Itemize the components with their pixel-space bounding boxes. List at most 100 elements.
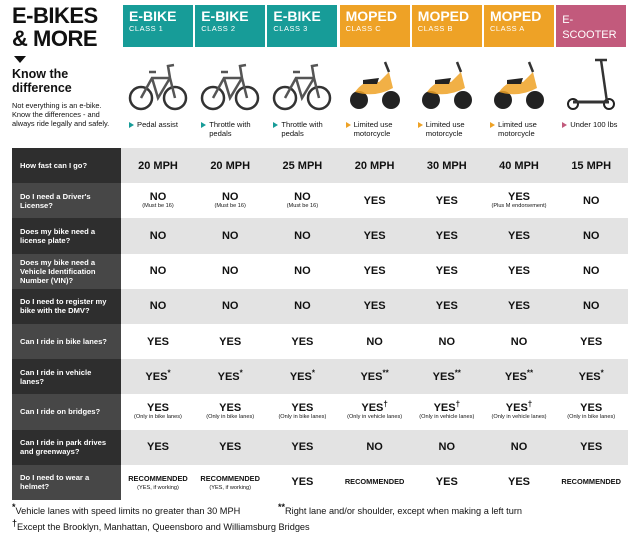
cell-text: NO [438,441,456,454]
cell-mark: † [527,399,533,409]
question: Can I ride in park drives and greenways? [12,429,121,465]
cell-value: YES [580,336,602,348]
cell-value: RECOMMENDED [200,473,260,485]
cell-text: YES [146,402,169,415]
cell-value: NO [150,265,167,277]
cell-value: YES [508,230,530,242]
cell: YES [123,324,193,359]
cell-value: YES** [504,369,533,383]
cell-note: (Only in bike lanes) [567,414,616,421]
cell-value: YES [219,402,241,414]
cell: YES [412,183,482,218]
cell-value: NO [150,191,167,203]
cell: YES† (Only in vehicle lanes) [340,394,410,429]
cell-value: NO [294,300,311,312]
cell: YES* [123,359,193,394]
cell-value: NO [583,195,600,207]
feature-text: Pedal assist [137,120,178,129]
cell-value: 30 MPH [427,160,467,172]
cell-value: YES [436,476,458,488]
cell-value: YES [436,265,458,277]
cell-note: (Only in bike lanes) [206,414,255,421]
cell-value: YES [147,402,169,414]
cell: 20 MPH [340,148,410,183]
cell: YES [340,254,410,289]
bullet [562,122,568,128]
cell-value: NO [439,336,456,348]
cell-text: YES [360,370,383,383]
bullet [129,122,134,128]
vehicle-image [128,52,188,114]
cell-text: YES [291,402,314,415]
feature: Limited use motorcycle [412,120,484,145]
cell-text: YES [291,335,314,348]
cell-value: NO [222,300,239,312]
cell-value: 15 MPH [571,160,611,172]
question-text: Do I need a Driver's License? [20,191,91,210]
cell-value: YES [436,300,458,312]
cell-note: (Only in vehicle lanes) [419,414,475,421]
cell-value: YES [436,195,458,207]
vehicle-icon [128,63,188,111]
cell: YES [484,254,554,289]
cell: YES [484,218,554,253]
cell: YES [340,289,410,324]
cell-text: 15 MPH [571,159,612,172]
feature-text: Limited use motorcycle [425,120,465,138]
cell-text: NO [582,229,600,242]
cell: NO [340,324,410,359]
row-bg [121,394,629,430]
cell-value: 20 MPH [210,160,250,172]
cell-value: YES [508,300,530,312]
footnote: †Except the Brooklyn, Manhattan, Queensb… [12,517,310,533]
cell-value: YES* [579,369,604,383]
cell-text: NO [221,229,239,242]
cell: NO [267,289,337,324]
title-line: & MORE [12,26,97,51]
vehicle-image [272,52,332,114]
cell-text: YES [289,370,312,383]
footnote-symbol: † [12,517,18,528]
vehicle-icon [494,61,544,109]
cell-note: (Only in bike lanes) [134,414,182,421]
cell: 40 MPH [484,148,554,183]
cell-text: YES [146,335,169,348]
cell-value: YES [508,476,530,488]
cell-value: NO [583,265,600,277]
footnote-symbol: ** [278,501,286,512]
cell-text: NO [149,265,167,278]
cell-value: YES [291,476,313,488]
question: Does my bike need a license plate? [12,218,121,254]
bullet [345,122,351,128]
cell-value: YES [147,336,169,348]
title: E-BIKES & MORE [12,4,98,50]
cell-value: YES* [218,369,243,383]
cell-value: YES* [145,369,170,383]
cell-note: (Plus M endorsement) [491,203,547,210]
cell-value: YES [508,191,530,203]
intro: Not everything is an e-bike. Know the di… [12,101,110,128]
cell-text: YES [504,370,527,383]
row-bg [121,288,629,324]
cell-text: YES [432,370,455,383]
cell: NO [195,289,265,324]
column-class: CLASS 3 [273,24,308,33]
cell: NO (Must be 16) [267,183,337,218]
cell: YES* [556,359,626,394]
cell-value: NO [150,300,167,312]
cell-value: YES [219,336,241,348]
cell-value: NO [583,230,600,242]
cell-value: NO [511,441,528,453]
bullet [273,122,279,128]
cell: 30 MPH [412,148,482,183]
cell-text: YES [505,402,528,415]
cell: NO [412,324,482,359]
cell-text: YES [363,194,386,207]
cell-value: YES [580,402,602,414]
cell: NO [556,183,626,218]
feature: Pedal assist [123,120,195,145]
question-text: Does my bike need a Vehicle Identificati… [20,257,96,285]
cell-value: NO [150,230,167,242]
cell-value: NO [222,230,239,242]
column-header: E-BIKE CLASS 3 [267,5,338,47]
